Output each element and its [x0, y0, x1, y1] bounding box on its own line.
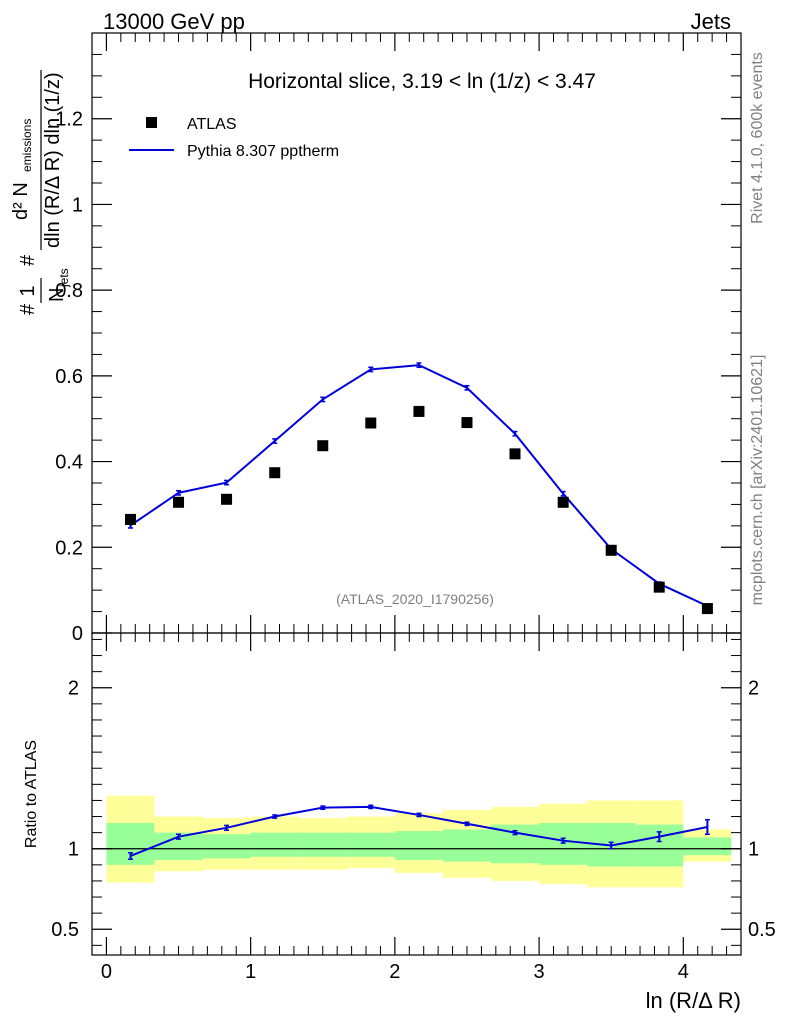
atlas-data-point [365, 417, 377, 429]
atlas-data-point [221, 493, 233, 505]
svg-text:d² N: d² N [10, 182, 32, 220]
svg-text:N: N [46, 288, 68, 302]
x-tick-label: 4 [678, 961, 689, 983]
x-axis-label: ln (R/Δ R) [646, 988, 741, 1013]
svg-text:#: # [17, 303, 39, 315]
legend-pythia-label: Pythia 8.307 pptherm [187, 143, 339, 160]
y-tick-label: 1 [72, 194, 83, 216]
ratio-panel [92, 795, 741, 888]
atlas-data-point [413, 405, 425, 417]
y-tick-label: 0.4 [55, 452, 83, 474]
axes: 0 1 2 3 4 0 0.2 0.4 0.6 0.8 1 1.2 0.5 0.5 1 1 2 2 [51, 33, 776, 983]
ratio-frame [91, 632, 742, 956]
y-tick-label: 0.6 [55, 366, 83, 388]
svg-text:dln (R/Δ R) dln (1/z): dln (R/Δ R) dln (1/z) [42, 72, 64, 248]
ratio-y-tick-label: 2 [68, 678, 79, 700]
atlas-data-point [701, 603, 713, 615]
ratio-band-inner [298, 832, 347, 857]
ratio-band-inner [683, 837, 732, 856]
atlas-data-point [173, 496, 185, 508]
legend-atlas-label: ATLAS [187, 116, 237, 133]
header-process-label: Jets [691, 9, 731, 34]
ratio-band-inner [442, 829, 492, 862]
atlas-data-point [317, 440, 329, 452]
y-tick-label: 0.8 [55, 280, 83, 302]
atlas-data-point [269, 467, 281, 479]
legend-atlas-marker [146, 117, 157, 128]
atlas-data-point [653, 581, 665, 593]
atlas-data-point [509, 448, 521, 460]
ratio-y-tick-label-right: 2 [748, 678, 759, 700]
ratio-y-tick-label-right: 1 [748, 839, 759, 861]
svg-text:jets: jets [57, 268, 71, 288]
header-energy-label: 13000 GeV pp [103, 9, 245, 34]
pythia-line [129, 364, 708, 607]
main-panel [125, 362, 713, 615]
ratio-band-inner [346, 832, 395, 857]
y-tick-label: 0 [72, 623, 83, 645]
y-tick-label: 0.2 [55, 537, 83, 559]
ratio-y-tick-label-right: 0.5 [748, 919, 776, 941]
main-y-axis-label: # 1 N jets # d² N emissions dln (R/Δ R) … [10, 70, 71, 315]
atlas-data-point [125, 513, 137, 525]
x-tick-label: 1 [245, 961, 256, 983]
mcplots-info-label: mcplots.cern.ch [arXiv:2401.10621] [749, 355, 766, 606]
ratio-band-inner [539, 822, 588, 865]
svg-text:1: 1 [17, 285, 39, 296]
ratio-band-inner [250, 832, 299, 857]
y-tick-label: 1.2 [55, 109, 83, 131]
ratio-y-axis-label: Ratio to ATLAS [23, 740, 40, 848]
atlas-data-point [605, 544, 617, 556]
rivet-info-label: Rivet 4.1.0, 600k events [749, 52, 766, 224]
ratio-y-tick-label: 0.5 [51, 919, 79, 941]
ratio-band-inner [202, 834, 251, 859]
ratio-y-tick-label: 1 [68, 839, 79, 861]
analysis-watermark: (ATLAS_2020_I1790256) [336, 591, 494, 607]
atlas-data-point [461, 417, 473, 429]
legend: ATLAS Pythia 8.307 pptherm [129, 116, 339, 160]
atlas-data-point [557, 496, 569, 508]
svg-text:emissions: emissions [20, 119, 34, 172]
ratio-band-inner [635, 824, 684, 867]
chart-title: Horizontal slice, 3.19 < ln (1/z) < 3.47 [248, 70, 596, 93]
x-tick-label: 2 [389, 961, 400, 983]
x-tick-label: 0 [101, 961, 112, 983]
x-tick-label: 3 [534, 961, 545, 983]
svg-text:#: # [17, 254, 39, 266]
ratio-band-inner [394, 831, 443, 861]
